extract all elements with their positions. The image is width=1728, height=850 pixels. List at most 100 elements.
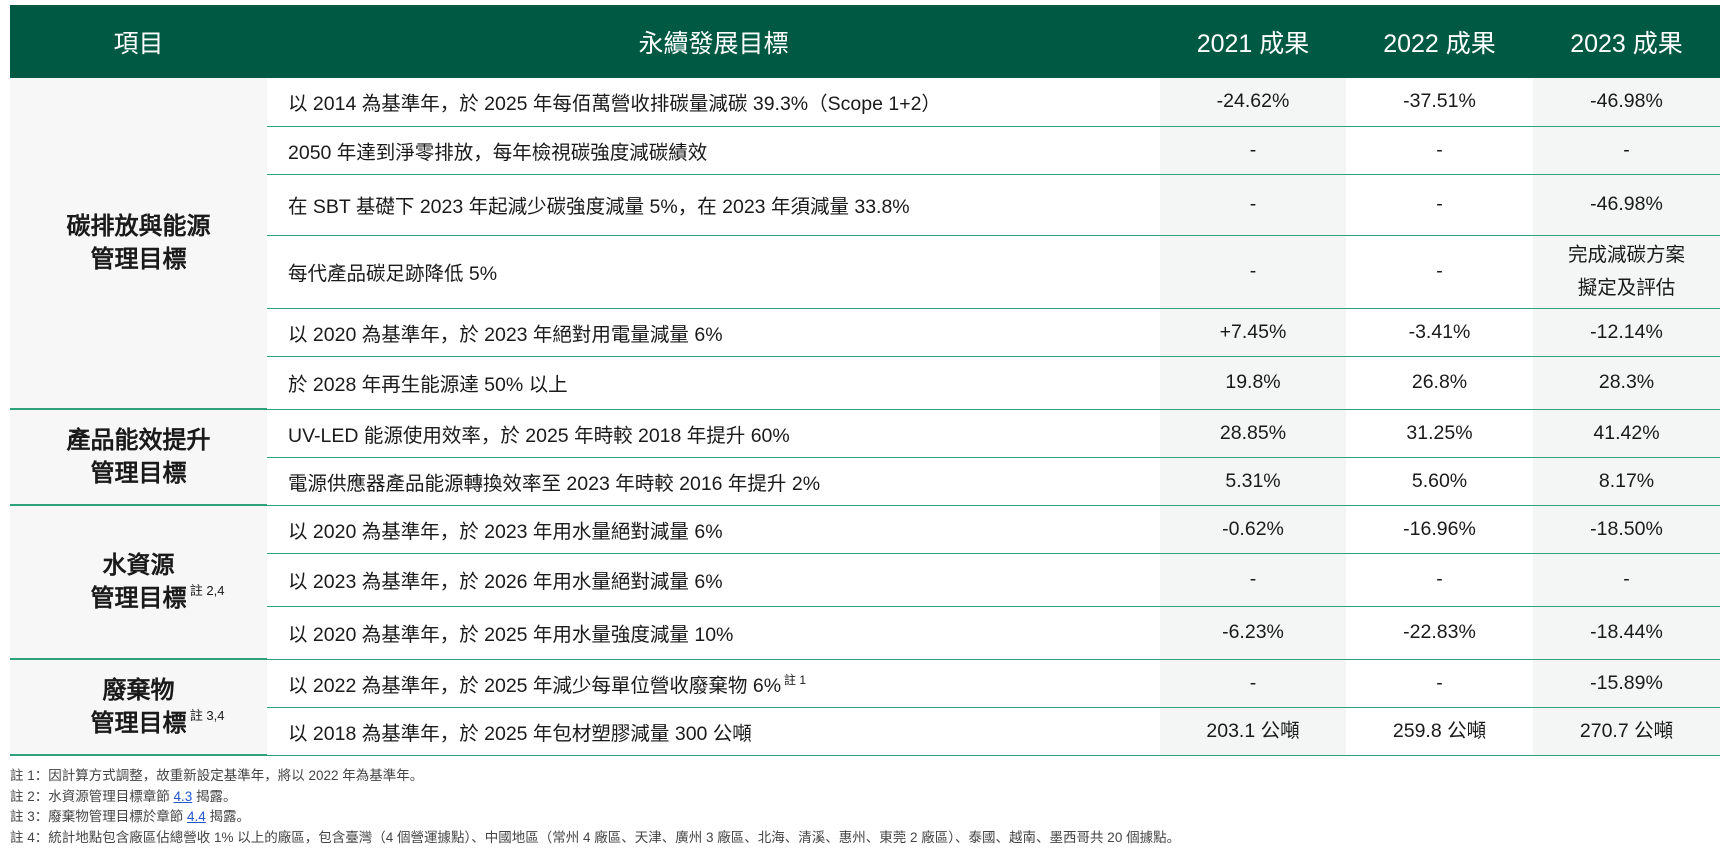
- table-row: 於 2028 年再生能源達 50% 以上 19.8% 26.8% 28.3%: [10, 356, 1720, 410]
- value-2021: -: [1160, 235, 1346, 309]
- value-2021: 203.1 公噸: [1160, 707, 1346, 756]
- footnote-marker: 註 3,4: [189, 708, 225, 723]
- footnote-4: 註 4：統計地點包含廠區佔總營收 1% 以上的廠區，包含臺灣（4 個營運據點）、…: [10, 829, 1181, 845]
- value-2021: -0.62%: [1160, 505, 1346, 554]
- goal-cell: 以 2020 為基準年，於 2023 年絕對用電量減量 6%: [267, 308, 1160, 357]
- goal-cell: 2050 年達到淨零排放，每年檢視碳強度減碳績效: [267, 126, 1160, 175]
- value-2023: -46.98%: [1533, 174, 1720, 236]
- category-line: 管理目標: [90, 460, 187, 487]
- goal-cell: 以 2014 為基準年，於 2025 年每佰萬營收排碳量減碳 39.3%（Sco…: [267, 78, 1160, 127]
- value-2023: -: [1533, 126, 1720, 175]
- value-2022: -: [1346, 126, 1533, 175]
- value-2023: 270.7 公噸: [1533, 707, 1720, 756]
- value-2022: 259.8 公噸: [1346, 707, 1533, 756]
- section-link-4-3[interactable]: 4.3: [173, 788, 193, 804]
- footnote-text: 揭露。: [205, 809, 251, 824]
- value-2022: -3.41%: [1346, 308, 1533, 357]
- table-row: 以 2018 為基準年，於 2025 年包材塑膠減量 300 公噸 203.1 …: [10, 707, 1720, 756]
- category-line: 管理目標: [90, 585, 187, 612]
- footnote-marker: 註 2,4: [189, 583, 225, 598]
- value-2021: 28.85%: [1160, 409, 1346, 458]
- goal-cell: 以 2020 為基準年，於 2025 年用水量強度減量 10%: [267, 606, 1160, 660]
- table-row: 電源供應器產品能源轉換效率至 2023 年時較 2016 年提升 2% 5.31…: [10, 457, 1720, 506]
- table-row: 2050 年達到淨零排放，每年檢視碳強度減碳績效 - - -: [10, 126, 1720, 175]
- category-carbon: 碳排放與能源 管理目標: [10, 78, 267, 410]
- value-2022: 26.8%: [1346, 356, 1533, 410]
- footnote-marker: 註 1: [784, 672, 807, 687]
- goal-cell: 每代產品碳足跡降低 5%: [267, 235, 1160, 309]
- category-line: 管理目標: [90, 710, 187, 737]
- footnote-text: 註 2：水資源管理目標章節: [10, 788, 174, 804]
- table-row: 每代產品碳足跡降低 5% - - 完成減碳方案 擬定及評估: [10, 235, 1720, 309]
- header-goal: 永續發展目標: [267, 5, 1160, 78]
- value-2022: -: [1346, 174, 1533, 236]
- value-line: 完成減碳方案: [1567, 243, 1685, 266]
- sustainability-targets: 項目 永續發展目標 2021 成果 2022 成果 2023 成果 碳排放與能源…: [10, 5, 1720, 848]
- value-2023: -18.44%: [1533, 606, 1720, 660]
- category-line: 產品能效提升: [66, 427, 211, 454]
- footnote-1: 註 1：因計算方式調整，故重新設定基準年，將以 2022 年為基準年。: [10, 768, 424, 783]
- value-2021: -: [1160, 553, 1346, 607]
- goal-cell: 以 2018 為基準年，於 2025 年包材塑膠減量 300 公噸: [267, 707, 1160, 756]
- table-row: 碳排放與能源 管理目標 以 2014 為基準年，於 2025 年每佰萬營收排碳量減…: [10, 78, 1720, 410]
- category-water: 水資源管理目標註 2,4: [10, 505, 267, 660]
- value-2021: +7.45%: [1160, 308, 1346, 357]
- value-2021: -: [1160, 174, 1346, 236]
- goal-cell: 於 2028 年再生能源達 50% 以上: [267, 356, 1160, 410]
- goal-cell: 電源供應器產品能源轉換效率至 2023 年時較 2016 年提升 2%: [267, 457, 1160, 506]
- goal-cell: UV-LED 能源使用效率，於 2025 年時較 2018 年提升 60%: [267, 409, 1160, 458]
- header-2022: 2022 成果: [1346, 5, 1533, 78]
- value-2022: -16.96%: [1346, 505, 1533, 554]
- value-2023: -15.89%: [1533, 659, 1720, 708]
- value-2023: 41.42%: [1533, 409, 1720, 458]
- value-2023: -46.98%: [1533, 78, 1720, 127]
- table-row: 廢棄物管理目標註 3,4 以 2022 為基準年，於 2025 年減少每單位營收…: [10, 659, 1720, 756]
- table-row: 水資源管理目標註 2,4 以 2020 為基準年，於 2023 年用水量絕對減量…: [10, 505, 1720, 660]
- category-line: 管理目標: [90, 246, 187, 273]
- table-row: 在 SBT 基礎下 2023 年起減少碳強度減量 5%，在 2023 年須減量 …: [10, 174, 1720, 236]
- category-product: 產品能效提升 管理目標: [10, 409, 267, 506]
- value-2023: -: [1533, 553, 1720, 607]
- value-2021: -: [1160, 126, 1346, 175]
- section-link-4-4[interactable]: 4.4: [187, 809, 206, 824]
- category-line: 水資源: [102, 552, 175, 579]
- value-2023: 8.17%: [1533, 457, 1720, 506]
- header-2021: 2021 成果: [1160, 5, 1346, 78]
- value-2021: 19.8%: [1160, 356, 1346, 410]
- goal-text: 以 2022 為基準年，於 2025 年減少每單位營收廢棄物 6%: [288, 674, 782, 697]
- value-2022: -37.51%: [1346, 78, 1533, 127]
- value-2022: 5.60%: [1346, 457, 1533, 506]
- footnote-2: 註 2：水資源管理目標章節 4.3 揭露。: [10, 787, 1720, 808]
- goal-cell: 以 2020 為基準年，於 2023 年用水量絕對減量 6%: [267, 505, 1160, 554]
- header-item: 項目: [10, 5, 267, 78]
- value-2022: 31.25%: [1346, 409, 1533, 458]
- value-2023: -18.50%: [1533, 505, 1720, 554]
- category-line: 廢棄物: [102, 677, 175, 704]
- goal-cell: 在 SBT 基礎下 2023 年起減少碳強度減量 5%，在 2023 年須減量 …: [267, 174, 1160, 236]
- table-row: 產品能效提升 管理目標 UV-LED 能源使用效率，於 2025 年時較 2018…: [10, 409, 1720, 506]
- footnotes: 註 1：因計算方式調整，故重新設定基準年，將以 2022 年為基準年。 註 2：…: [10, 766, 1720, 848]
- category-line: 碳排放與能源: [66, 213, 211, 240]
- goal-cell: 以 2023 為基準年，於 2026 年用水量絕對減量 6%: [267, 553, 1160, 607]
- value-2022: -: [1346, 659, 1533, 708]
- value-2022: -: [1346, 235, 1533, 309]
- value-2021: -6.23%: [1160, 606, 1346, 660]
- value-2022: -22.83%: [1346, 606, 1533, 660]
- value-2022: -: [1346, 553, 1533, 607]
- table-row: 以 2023 為基準年，於 2026 年用水量絕對減量 6% - - -: [10, 553, 1720, 607]
- value-2023: 28.3%: [1533, 356, 1720, 410]
- table-header-row: 項目 永續發展目標 2021 成果 2022 成果 2023 成果: [10, 5, 1720, 78]
- header-2023: 2023 成果: [1533, 5, 1720, 78]
- goal-cell: 以 2022 為基準年，於 2025 年減少每單位營收廢棄物 6% 註 1: [267, 659, 1160, 708]
- table-row: 以 2020 為基準年，於 2025 年用水量強度減量 10% -6.23% -…: [10, 606, 1720, 660]
- category-waste: 廢棄物管理目標註 3,4: [10, 659, 267, 756]
- footnote-3: 註 3：廢棄物管理目標於章節 4.4 揭露。: [10, 807, 1720, 828]
- table-row: 以 2020 為基準年，於 2023 年絕對用電量減量 6% +7.45% -3…: [10, 308, 1720, 357]
- footnote-text: 註 3：廢棄物管理目標於章節: [10, 809, 188, 824]
- value-2021: -24.62%: [1160, 78, 1346, 127]
- targets-table: 項目 永續發展目標 2021 成果 2022 成果 2023 成果 碳排放與能源…: [10, 5, 1720, 756]
- value-2023: 完成減碳方案 擬定及評估: [1533, 235, 1720, 309]
- value-2021: 5.31%: [1160, 457, 1346, 506]
- footnote-text: 揭露。: [192, 788, 237, 804]
- value-2021: -: [1160, 659, 1346, 708]
